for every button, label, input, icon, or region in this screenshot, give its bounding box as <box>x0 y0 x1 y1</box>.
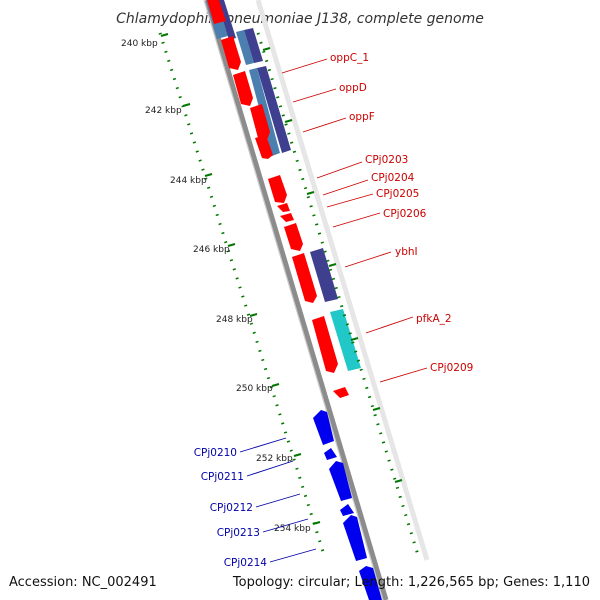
tick-mark-250 <box>271 383 280 387</box>
leader-line <box>344 251 392 268</box>
gene-label-cpj0206: CPj0206 <box>383 208 427 220</box>
tick-mark-252 <box>293 453 302 457</box>
gene-arrow-cpj0212 <box>329 461 352 501</box>
outer-tick-3 <box>306 191 315 195</box>
gene-label-cpj0203: CPj0203 <box>365 154 408 166</box>
outer-tick-line <box>256 32 420 556</box>
gene-arrow-cpj0206 <box>284 223 303 251</box>
leader-line <box>316 161 363 179</box>
reverse-gene-labels: CPj0210 CPj0211 CPj0212 CPj0213 CPj0214 <box>194 437 317 569</box>
kbp-label: 248 kbp <box>216 315 253 325</box>
gene-label-pfka2: pfkA_2 <box>416 313 452 325</box>
kbp-label: 254 kbp <box>274 524 311 534</box>
leader-line <box>281 58 328 74</box>
gene-arrow-cpj0213 <box>340 504 354 516</box>
tick-mark-244 <box>204 173 213 177</box>
tick-mark-254 <box>312 521 321 525</box>
gene-arrow-cpj0211 <box>324 448 337 460</box>
gene-arrow-oppc1 <box>221 36 241 70</box>
reverse-gene-track <box>313 410 382 600</box>
gene-label-cpj0205: CPj0205 <box>376 188 419 200</box>
genome-summary-text: Topology: circular; Length: 1,226,565 bp… <box>232 575 590 590</box>
feature-bar-oppd-steel <box>249 68 280 156</box>
tick-mark-248 <box>249 313 258 317</box>
gene-label-cpj0213: CPj0213 <box>217 527 260 539</box>
gene-label-cpj0211: CPj0211 <box>201 471 244 483</box>
gene-arrow-top <box>207 0 226 24</box>
gene-label-cpj0204: CPj0204 <box>371 172 415 184</box>
outer-ring <box>255 0 430 561</box>
kbp-label: 252 kbp <box>256 454 293 464</box>
kbp-label: 250 kbp <box>236 384 273 394</box>
gene-arrow-oppd <box>233 71 253 106</box>
outer-tick-2 <box>284 119 293 123</box>
outer-tick-1 <box>262 47 271 51</box>
outer-tick-5 <box>350 337 359 341</box>
kbp-label: 242 kbp <box>145 106 182 116</box>
leader-line <box>379 367 428 383</box>
feature-bar-ybhi <box>310 248 338 302</box>
gene-label-cpj0212: CPj0212 <box>210 502 253 514</box>
inner-tick-line <box>158 32 327 559</box>
feature-bar-oppd-dark <box>257 66 291 153</box>
leader-line <box>292 88 337 103</box>
gene-label-cpj0209: CPj0209 <box>430 362 473 374</box>
accession-text: Accession: NC_002491 <box>9 575 157 590</box>
tick-mark-240 <box>160 33 169 37</box>
leader-line <box>332 212 381 228</box>
gene-arrow-oppf <box>250 104 270 140</box>
leader-line <box>262 518 309 533</box>
leader-line <box>269 548 317 563</box>
outer-tick-7 <box>394 479 403 483</box>
leader-line <box>322 179 369 196</box>
feature-bar-oppc-dark <box>244 28 263 63</box>
leader-line <box>326 193 374 208</box>
gene-arrow-cpj0205 <box>280 213 294 222</box>
gene-arrow-cpj0214 <box>343 515 367 561</box>
gene-label-cpj0214: CPj0214 <box>224 557 268 569</box>
leader-line <box>246 460 294 477</box>
forward-gene-track <box>207 0 349 398</box>
tick-mark-242 <box>182 103 191 107</box>
kbp-label: 240 kbp <box>121 39 158 49</box>
kbp-labels: 240 kbp 242 kbp 244 kbp 246 kbp 248 kbp … <box>121 39 311 534</box>
kbp-label: 244 kbp <box>170 176 207 186</box>
gene-arrow-oppf-b <box>255 135 273 159</box>
leader-line <box>365 316 414 334</box>
gene-label-oppd: oppD <box>339 82 367 94</box>
feature-bar-oppc-steel <box>236 30 254 65</box>
gene-label-ybhi: ybhI <box>395 246 418 258</box>
gene-label-cpj0210: CPj0210 <box>194 447 237 459</box>
gene-label-oppf: oppF <box>349 111 375 123</box>
kbp-label: 246 kbp <box>193 245 230 255</box>
outer-tick-4 <box>328 263 337 267</box>
gene-label-oppc1: oppC_1 <box>330 52 369 64</box>
gene-arrow-pfka2 <box>312 316 338 373</box>
gene-arrow-bottom <box>359 566 382 600</box>
outer-tick-6 <box>372 407 381 411</box>
leader-line <box>255 493 301 508</box>
leader-line <box>239 437 287 453</box>
gene-arrow-cpj0204 <box>277 203 290 212</box>
gene-arrow-cpj0209 <box>333 387 349 398</box>
forward-gene-labels: oppC_1 oppD oppF CPj0203 CPj0204 CPj0205… <box>281 52 473 383</box>
map-title: Chlamydophila pneumoniae J138, complete … <box>116 11 484 27</box>
tick-mark-246 <box>227 243 236 247</box>
gene-arrow-ybhi <box>292 253 317 303</box>
gene-arrow-cpj0203 <box>268 175 287 203</box>
gene-arrow-cpj0210 <box>313 410 334 445</box>
feature-bar-pfka <box>330 309 361 371</box>
leader-line <box>302 117 347 133</box>
genome-backbone <box>203 0 389 600</box>
